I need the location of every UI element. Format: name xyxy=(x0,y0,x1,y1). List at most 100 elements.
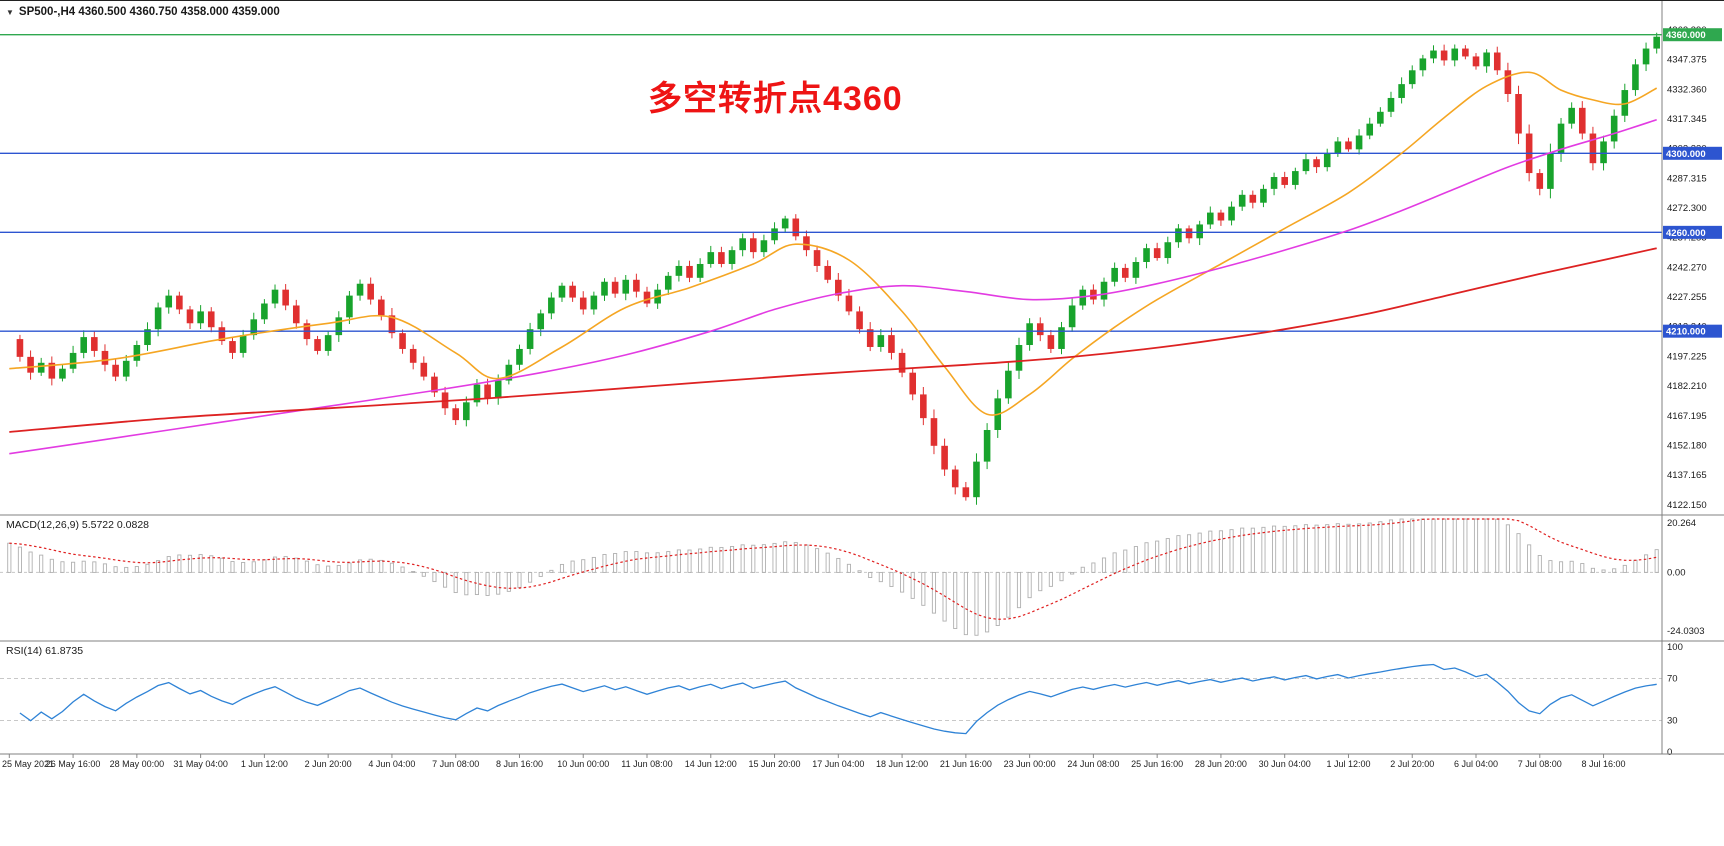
dropdown-icon[interactable]: ▼ xyxy=(6,7,14,17)
candle-body xyxy=(356,283,364,296)
mid-ma-magenta-line xyxy=(9,118,1657,455)
candle-body xyxy=(558,285,566,298)
candle-body xyxy=(579,297,587,310)
candle-body xyxy=(920,394,927,419)
y-axis-label: 4287.315 xyxy=(1667,173,1707,184)
macd-axis-label: 0.00 xyxy=(1667,567,1686,578)
candle-body xyxy=(1068,305,1076,328)
rsi-axis-label: 0 xyxy=(1667,747,1672,758)
macd-axis[interactable]: 20.264 0.00 -24.0303 xyxy=(1667,518,1705,637)
candle-body xyxy=(207,311,215,328)
candle-body xyxy=(622,279,630,294)
candle-body xyxy=(324,335,332,351)
candle-body xyxy=(133,345,141,361)
rsi-line xyxy=(19,663,1657,735)
candle-body xyxy=(59,368,66,379)
candle-body xyxy=(1058,327,1065,349)
candle-body xyxy=(1228,206,1235,221)
price-axis[interactable]: 4362.3904347.3754332.3604317.3454302.330… xyxy=(1667,25,1707,511)
macd-signal-line xyxy=(9,518,1657,620)
candle-body xyxy=(505,364,513,381)
candle-body xyxy=(229,341,236,353)
candle-body xyxy=(463,402,470,421)
macd-histogram xyxy=(7,518,1659,636)
candle-body xyxy=(494,380,502,399)
candle-body xyxy=(1621,90,1629,116)
candle-body xyxy=(292,305,300,324)
candle-body xyxy=(898,352,906,373)
candle-body xyxy=(314,339,321,351)
candle-body xyxy=(633,279,640,292)
candle-body xyxy=(1430,50,1437,59)
candle-body xyxy=(771,228,778,241)
candle-body xyxy=(261,303,268,320)
rsi-label: RSI(14) 61.8735 xyxy=(6,645,84,657)
candle-body xyxy=(1207,212,1214,225)
candle-body xyxy=(378,299,385,316)
candle-body xyxy=(1100,281,1108,300)
svg-text:4300.000: 4300.000 xyxy=(1666,149,1706,160)
candle-body xyxy=(69,352,77,369)
candle-body xyxy=(664,275,672,290)
candle-body xyxy=(909,372,917,395)
candle-body xyxy=(420,362,428,377)
candle-body xyxy=(1419,58,1427,71)
candle-body xyxy=(186,309,194,324)
slow-ma-red-line xyxy=(9,247,1657,433)
candle-body xyxy=(1111,267,1118,282)
candle-body xyxy=(409,348,417,363)
x-axis-label: 24 Jun 08:00 xyxy=(1067,759,1119,769)
candle-body xyxy=(1015,345,1023,371)
candle-body xyxy=(1249,194,1257,203)
x-axis-label: 8 Jul 16:00 xyxy=(1582,759,1626,769)
candle-body xyxy=(112,364,119,377)
x-axis-label: 4 Jun 04:00 xyxy=(368,759,415,769)
rsi-axis-label: 100 xyxy=(1667,642,1683,653)
candle-body xyxy=(1377,111,1384,124)
y-axis-label: 4347.375 xyxy=(1667,55,1707,66)
candle-body xyxy=(718,252,725,264)
candle-body xyxy=(930,418,938,446)
candle-body xyxy=(516,348,523,365)
candle-body xyxy=(1536,173,1544,189)
rsi-axis-label: 30 xyxy=(1667,716,1678,727)
candle-body xyxy=(760,240,768,253)
price-levels-layer: 4360.000 4300.000 4260.000 4210.000 xyxy=(0,28,1722,338)
candle-body xyxy=(1217,212,1225,221)
candle-body xyxy=(962,487,970,498)
x-axis-label: 2 Jun 20:00 xyxy=(305,759,352,769)
candle-body xyxy=(218,327,226,342)
candle-body xyxy=(250,319,258,336)
candle-body xyxy=(728,250,736,264)
candle-body xyxy=(792,218,800,237)
candle-body xyxy=(346,295,353,318)
fast-ma-orange-line xyxy=(9,71,1658,416)
candle-body xyxy=(1632,64,1639,91)
candle-body xyxy=(601,281,608,296)
candle-body xyxy=(335,317,343,336)
candles-layer xyxy=(16,32,1660,505)
candle-body xyxy=(856,311,863,330)
candle-body xyxy=(1472,56,1480,67)
candle-body xyxy=(1568,107,1575,124)
macd-label: MACD(12,26,9) 5.5722 0.0828 xyxy=(6,519,150,531)
candle-body xyxy=(1153,248,1161,259)
candle-body xyxy=(1164,242,1172,259)
candle-body xyxy=(37,362,45,373)
candle-body xyxy=(122,360,130,377)
candle-body xyxy=(1557,123,1565,154)
rsi-axis[interactable]: 100 70 30 0 xyxy=(1667,642,1683,758)
candle-body xyxy=(282,289,289,306)
price-level-badge: 4210.000 xyxy=(1663,324,1722,338)
y-axis-label: 4332.360 xyxy=(1667,84,1707,95)
x-axis-label: 17 Jun 04:00 xyxy=(812,759,864,769)
candle-body xyxy=(675,265,683,276)
candle-body xyxy=(144,329,151,346)
x-axis-label: 18 Jun 12:00 xyxy=(876,759,928,769)
macd-axis-label: 20.264 xyxy=(1667,518,1696,529)
candle-body xyxy=(1408,70,1416,85)
candle-body xyxy=(803,236,810,251)
